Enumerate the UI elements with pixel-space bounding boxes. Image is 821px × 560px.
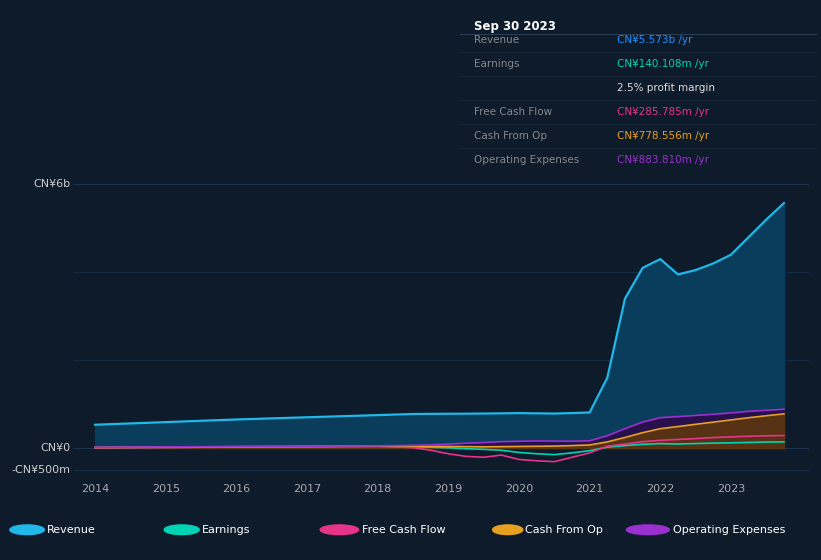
Text: CN¥6b: CN¥6b bbox=[33, 179, 71, 189]
Text: Operating Expenses: Operating Expenses bbox=[474, 155, 580, 165]
Text: Operating Expenses: Operating Expenses bbox=[673, 525, 786, 535]
Text: 2.5% profit margin: 2.5% profit margin bbox=[617, 83, 715, 93]
Circle shape bbox=[626, 525, 669, 535]
Text: CN¥883.810m /yr: CN¥883.810m /yr bbox=[617, 155, 709, 165]
Text: Cash From Op: Cash From Op bbox=[525, 525, 603, 535]
Circle shape bbox=[164, 525, 200, 535]
Text: Earnings: Earnings bbox=[474, 59, 520, 69]
Text: Revenue: Revenue bbox=[48, 525, 96, 535]
Text: Cash From Op: Cash From Op bbox=[474, 131, 547, 141]
Text: CN¥285.785m /yr: CN¥285.785m /yr bbox=[617, 107, 709, 117]
Text: CN¥5.573b /yr: CN¥5.573b /yr bbox=[617, 35, 692, 45]
Text: Free Cash Flow: Free Cash Flow bbox=[362, 525, 446, 535]
Text: CN¥778.556m /yr: CN¥778.556m /yr bbox=[617, 131, 709, 141]
Text: Revenue: Revenue bbox=[474, 35, 519, 45]
Text: Sep 30 2023: Sep 30 2023 bbox=[474, 20, 556, 33]
Circle shape bbox=[320, 525, 359, 535]
Circle shape bbox=[493, 525, 523, 535]
Text: Earnings: Earnings bbox=[202, 525, 250, 535]
Text: CN¥140.108m /yr: CN¥140.108m /yr bbox=[617, 59, 709, 69]
Circle shape bbox=[10, 525, 44, 535]
Text: CN¥0: CN¥0 bbox=[40, 443, 71, 453]
Text: Free Cash Flow: Free Cash Flow bbox=[474, 107, 553, 117]
Text: -CN¥500m: -CN¥500m bbox=[11, 465, 71, 475]
